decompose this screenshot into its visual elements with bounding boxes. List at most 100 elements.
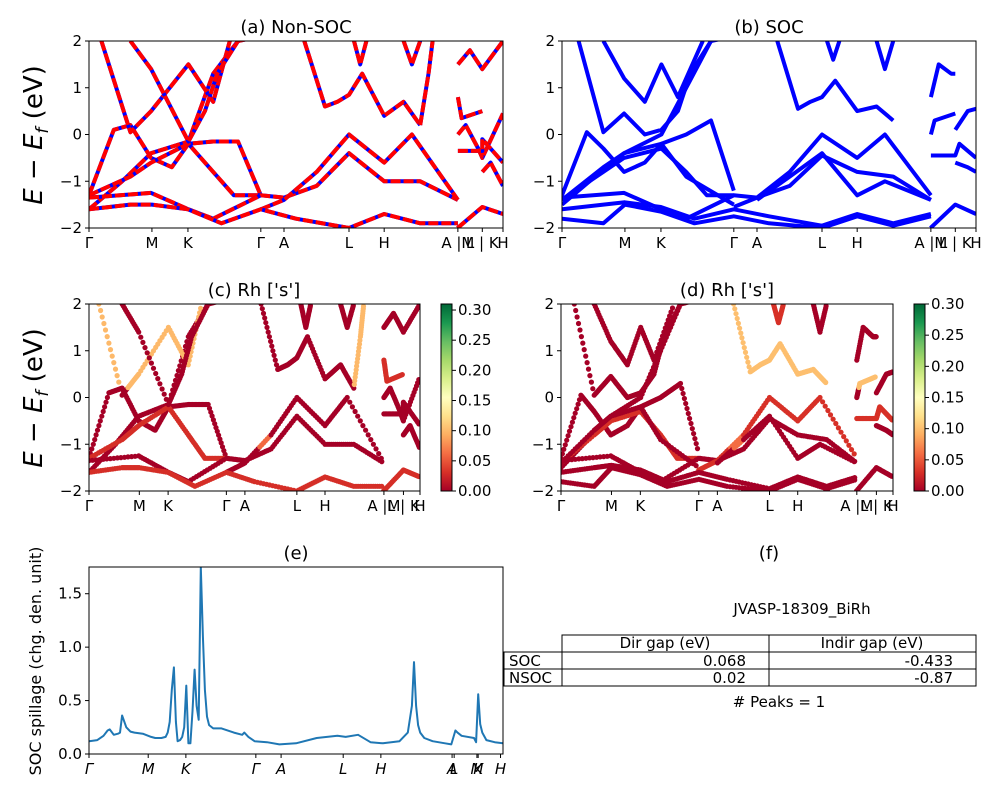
colorbar-tick-label: 0.00 [931,482,964,500]
projection-point [872,374,878,380]
projection-point [370,441,376,447]
projection-point [587,373,593,379]
band-line-red [89,151,459,221]
panel-e-xticks: Γ M K Γ A L H AL MK H [85,754,506,778]
x-tick-label: Γ [222,497,231,515]
projection-point [651,357,657,363]
projection-point [565,433,571,439]
band-line-red [456,205,503,228]
projection-point [111,360,117,366]
projection-point [843,438,849,444]
projection-point [661,329,667,335]
x-tick-label: L [339,760,347,778]
projection-point [136,329,142,335]
x-tick-label: M [133,497,146,515]
band-line-blue [89,151,459,221]
y-tick-label: 0 [544,389,554,407]
projection-point [360,304,367,309]
projection-point [889,432,893,438]
y-tick-label: 1 [544,342,554,360]
projection-point [216,432,222,438]
y-tick-label: 0 [72,126,82,144]
projection-point [852,477,858,483]
band-line-red [302,41,422,127]
colorbar-tick-label: 0.00 [458,482,491,500]
projection-point [416,377,420,383]
y-tick-label: 1.5 [58,585,82,603]
projection-point [665,317,671,323]
projection-point [138,334,144,340]
panel-b-yticks: −2 −1 0 1 2 [533,32,562,237]
projection-point [262,315,268,321]
band-line-red [480,160,503,187]
projection-point [687,415,693,422]
projection-point [109,353,115,359]
x-tick-label: H [792,497,803,515]
x-tick-label: H [497,234,508,252]
band-line [775,41,895,123]
projection-point [841,434,847,440]
projection-point [746,364,752,370]
band-line [601,41,705,104]
projection-point [564,437,570,443]
table-row-label: NSOC [509,669,552,687]
projection-point [681,395,688,402]
projection-point [198,305,204,311]
colorbar-tick-label: 0.25 [458,331,491,349]
band-line [953,106,976,131]
projection-point [851,459,857,465]
projection-point [146,355,152,361]
x-tick-label: A [240,497,251,515]
band-line-red [89,141,261,198]
panel-e-ylabel: SOC spillage (chg. den. unit) [26,547,45,776]
projection-point [204,304,210,309]
projection-point [889,473,893,479]
x-tick-label: A |M [840,497,873,515]
x-tick-label: Γ [85,234,94,252]
panel-c-ylabel: E − Ef (eV) [19,328,53,468]
projection-point [575,320,582,327]
colorbar-tick-label: 0.05 [458,452,491,470]
y-tick-label: −2 [60,482,82,500]
colorbar-tick-label: 0.05 [931,451,964,469]
projection-point [744,354,750,360]
projection-point [658,337,664,343]
projection-point [688,420,694,427]
projection-point [822,403,828,409]
panel-a-title: (a) Non-SOC [240,17,351,38]
y-tick-label: −1 [532,435,554,453]
colorbar-tick-label: 0.30 [458,301,491,319]
x-tick-label: A [446,760,457,778]
projection-point [416,444,420,450]
projection-point [851,451,857,457]
panel-b-frame [561,40,977,229]
x-tick-label: M [470,760,483,778]
projection-point [568,424,574,430]
projection-point [99,314,105,320]
table-cell-dir-gap: 0.02 [713,669,746,687]
projection-point [574,406,580,412]
projection-point [153,370,159,377]
projection-point [259,306,265,312]
band-line-red [128,41,240,144]
x-tick-label: L | K [387,497,421,515]
projection-point [93,432,99,438]
projection-point [399,372,405,378]
projection-point [668,309,674,315]
x-tick-label: H [887,497,898,515]
projection-point [416,304,420,309]
band-line-red [418,41,435,126]
panel-c-yticks: −2 −1 0 1 2 [60,295,89,500]
band-line [930,141,976,160]
projection-point [355,413,361,419]
band-line [825,41,842,62]
band-line [755,151,932,202]
projection-point [106,340,112,346]
projection-point [566,428,573,434]
projection-point [737,325,743,331]
table-cell-indir-gap: -0.433 [905,652,953,670]
x-tick-label: H [852,234,863,252]
